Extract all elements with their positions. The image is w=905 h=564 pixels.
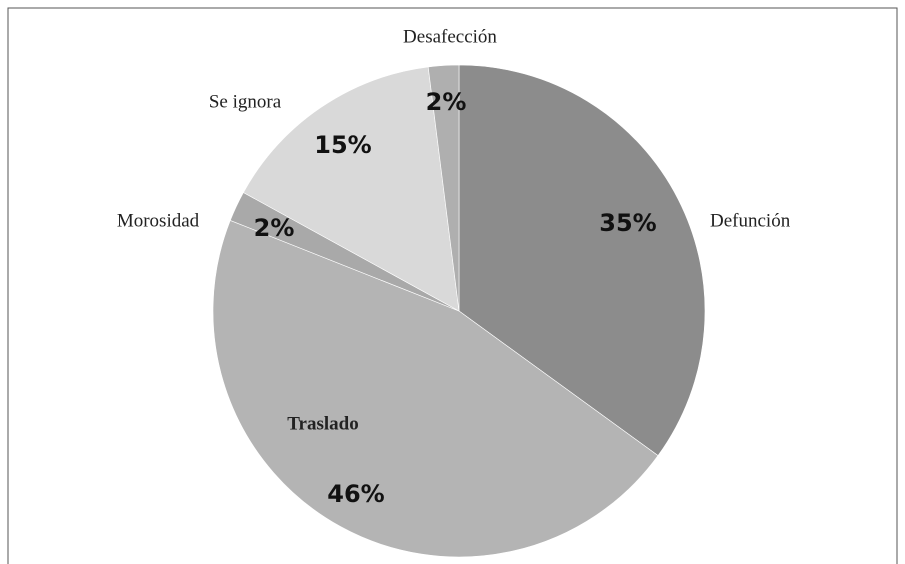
category-label: Defunción	[710, 210, 791, 231]
value-label: 15%	[314, 131, 371, 159]
pie-slice	[427, 64, 460, 312]
pie-slice	[243, 66, 460, 312]
pie-slice	[458, 64, 706, 457]
frame	[7, 7, 898, 564]
value-label: 46%	[327, 480, 384, 508]
category-label: Morosidad	[117, 210, 200, 231]
value-label: 2%	[254, 214, 295, 242]
category-label: Se ignora	[209, 91, 282, 112]
category-label: Traslado	[287, 413, 358, 434]
value-label: 2%	[426, 88, 467, 116]
pie-slice	[212, 220, 659, 558]
value-label: 35%	[599, 209, 656, 237]
category-label: Desafección	[403, 26, 497, 47]
